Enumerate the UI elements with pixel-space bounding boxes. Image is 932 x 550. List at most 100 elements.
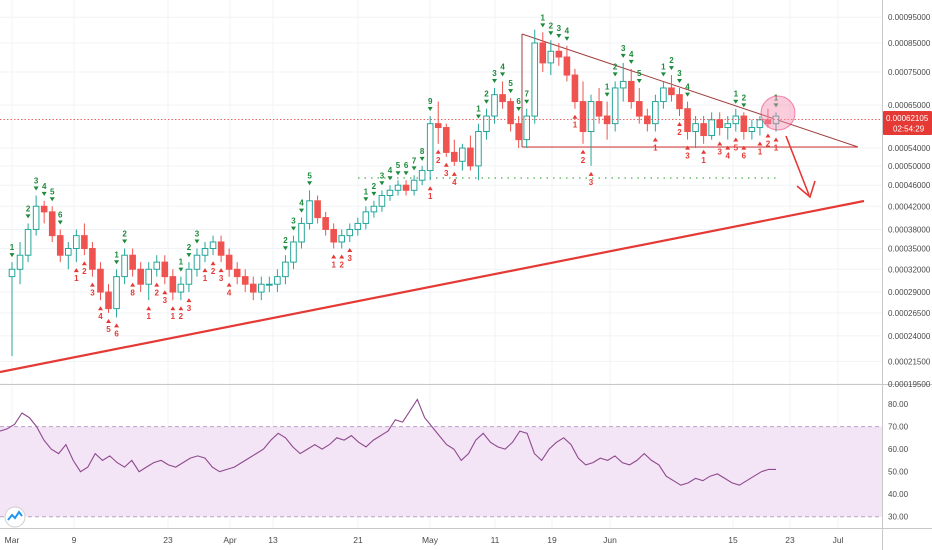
sell-setup-arrow (500, 72, 506, 77)
sell-setup-count: 1 (774, 93, 779, 102)
candle-up (32, 205, 40, 230)
descending-triangle[interactable] (521, 33, 859, 148)
buy-setup-arrow (685, 145, 691, 150)
sell-setup-arrow (122, 239, 128, 244)
sell-setup-arrow (524, 99, 530, 104)
buy-setup-count: 4 (227, 289, 232, 298)
buy-setup-arrow (81, 261, 87, 266)
buy-setup-arrow (218, 268, 224, 273)
buy-setup-count: 3 (717, 148, 722, 157)
candle-down (740, 115, 748, 133)
buy-setup-count: 2 (581, 156, 586, 165)
buy-setup-arrow (170, 306, 176, 311)
candle-down (451, 151, 458, 162)
sell-setup-arrow (475, 114, 481, 119)
sell-setup-arrow (114, 260, 120, 265)
candle-down (515, 123, 522, 141)
candle-up (24, 228, 32, 256)
candle-up (491, 94, 498, 117)
sell-setup-arrow (516, 107, 522, 112)
sell-setup-count: 2 (122, 230, 127, 239)
sell-setup-arrow (419, 156, 425, 161)
buy-setup-count: 3 (219, 274, 224, 283)
buy-setup-arrow (73, 268, 79, 273)
sell-setup-arrow (483, 99, 489, 104)
sell-setup-count: 1 (541, 13, 546, 22)
sell-setup-arrow (508, 89, 514, 94)
candle-up (177, 283, 185, 293)
sell-setup-count: 3 (492, 69, 497, 78)
sell-setup-arrow (33, 186, 39, 191)
candle-down (555, 50, 563, 58)
candle-down (635, 101, 643, 117)
price-tick-label: 0.00054000 (888, 144, 931, 153)
sell-setup-arrow (41, 191, 47, 196)
current-price-countdown: 02:54:29 (893, 125, 925, 134)
rising-support-line[interactable] (0, 199, 865, 374)
buy-setup-arrow (210, 261, 216, 266)
sell-setup-arrow (685, 92, 691, 97)
sell-setup-count: 5 (637, 69, 642, 78)
candle-down (595, 101, 603, 117)
candle-down (217, 241, 225, 256)
current-price-value: 0.00062105 (886, 114, 929, 123)
price-tick-label: 0.00035000 (888, 245, 931, 254)
candle-down (716, 119, 724, 129)
candle-down (314, 200, 321, 219)
sell-setup-arrow (548, 31, 554, 36)
sell-setup-arrow (668, 66, 674, 71)
rsi-panel (0, 398, 776, 486)
candle-up (418, 170, 426, 181)
sell-setup-arrow (25, 214, 31, 219)
price-tick-label: 0.00042000 (888, 202, 931, 211)
candle-down (225, 254, 233, 270)
buy-setup-arrow (676, 122, 682, 127)
price-tick-label: 0.00026500 (888, 309, 931, 318)
sell-setup-count: 3 (34, 176, 39, 185)
sell-setup-arrow (604, 92, 610, 97)
candle-up (16, 254, 24, 270)
sell-setup-count: 5 (396, 161, 401, 170)
candle-up (266, 283, 273, 286)
time-tick-label: Apr (223, 535, 236, 545)
sell-setup-arrow (628, 59, 634, 64)
candle-down (48, 211, 56, 237)
candle-down (676, 94, 683, 110)
buy-setup-count: 1 (74, 274, 79, 283)
candle-up (209, 241, 217, 250)
buy-setup-arrow (114, 323, 120, 328)
candle-up (113, 276, 120, 310)
candle-down (499, 94, 506, 103)
buy-setup-arrow (331, 254, 337, 259)
sell-setup-count: 7 (524, 90, 529, 99)
candle-up (346, 228, 354, 237)
sell-setup-arrow (427, 107, 433, 112)
sell-setup-arrow (178, 267, 184, 272)
sell-setup-count: 1 (734, 90, 739, 99)
candle-up (459, 147, 466, 162)
buy-setup-arrow (588, 171, 594, 176)
candle-up (362, 211, 370, 224)
sell-setup-count: 6 (58, 210, 63, 219)
candle-up (201, 248, 209, 256)
sell-setup-arrow (49, 197, 55, 202)
sell-setup-arrow (636, 78, 642, 83)
rsi-band (0, 426, 882, 517)
buy-setup-arrow (741, 145, 747, 150)
sell-setup-count: 6 (404, 161, 409, 170)
buy-setup-count: 2 (339, 261, 344, 270)
buy-setup-count: 2 (677, 128, 682, 137)
candle-up (652, 101, 659, 125)
buy-setup-arrow (226, 282, 232, 287)
sell-setup-count: 4 (500, 62, 505, 71)
sell-setup-arrow (403, 171, 409, 176)
buy-setup-count: 3 (348, 254, 353, 263)
buy-setup-count: 2 (436, 156, 441, 165)
buy-setup-arrow (186, 298, 192, 303)
rsi-tick-label: 30.00 (888, 513, 909, 522)
buy-setup-arrow (765, 133, 771, 138)
sell-setup-count: 2 (283, 236, 288, 245)
candle-down (402, 184, 410, 191)
buy-setup-arrow (733, 137, 739, 142)
